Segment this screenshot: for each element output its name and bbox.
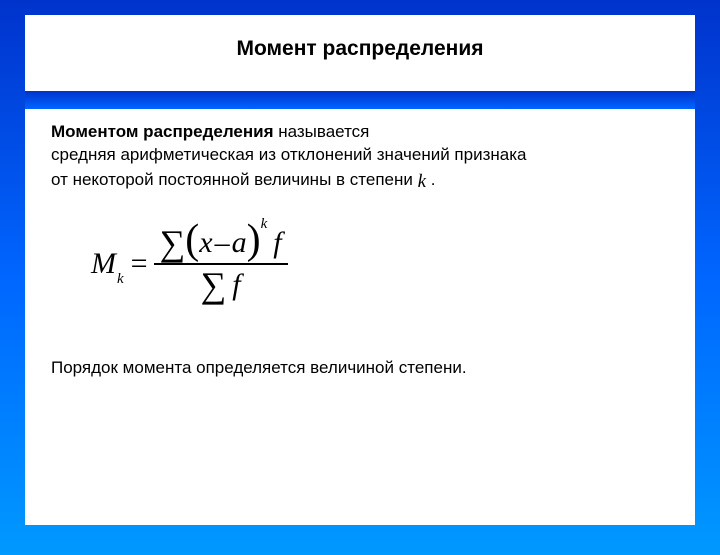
def-line3-part2: .: [426, 170, 435, 189]
slide-container: Момент распределения Моментом распределе…: [25, 15, 695, 525]
slide-title: Момент распределения: [25, 37, 695, 61]
formula-lhs: Mk: [91, 247, 123, 281]
minus-sign: –: [215, 226, 230, 260]
def-line1-rest: называется: [274, 122, 370, 141]
lhs-symbol: M: [91, 247, 116, 280]
var-x: x: [199, 226, 212, 260]
denominator: ∑ f: [195, 265, 247, 303]
formula-container: Mk = ∑ ( x – a ) k f ∑: [91, 225, 669, 303]
slide-content: Моментом распределения называется средня…: [25, 79, 695, 378]
inline-variable-k: k: [418, 171, 426, 192]
divider-strip: [25, 91, 695, 109]
close-paren: ): [247, 224, 261, 258]
title-bar: Момент распределения: [25, 15, 695, 79]
open-paren: (: [185, 224, 199, 258]
def-line2: средняя арифметическая из отклонений зна…: [51, 145, 527, 164]
var-f-denom: f: [232, 268, 240, 302]
definition-text: Моментом распределения называется средня…: [51, 121, 669, 193]
closing-text: Порядок момента определяется величиной с…: [51, 358, 669, 378]
sigma-bottom: ∑: [201, 267, 227, 303]
bold-term: Моментом распределения: [51, 122, 274, 141]
trailing-f: f: [273, 226, 281, 260]
var-a: a: [232, 226, 247, 260]
def-line3-part1: от некоторой постоянной величины в степе…: [51, 170, 418, 189]
fraction: ∑ ( x – a ) k f ∑ f: [154, 225, 288, 303]
formula: Mk = ∑ ( x – a ) k f ∑: [91, 225, 669, 303]
superscript-k: k: [261, 216, 268, 233]
equals-sign: =: [131, 247, 148, 281]
sigma-top: ∑: [160, 225, 186, 261]
numerator: ∑ ( x – a ) k f: [154, 225, 288, 263]
lhs-subscript: k: [117, 271, 124, 287]
